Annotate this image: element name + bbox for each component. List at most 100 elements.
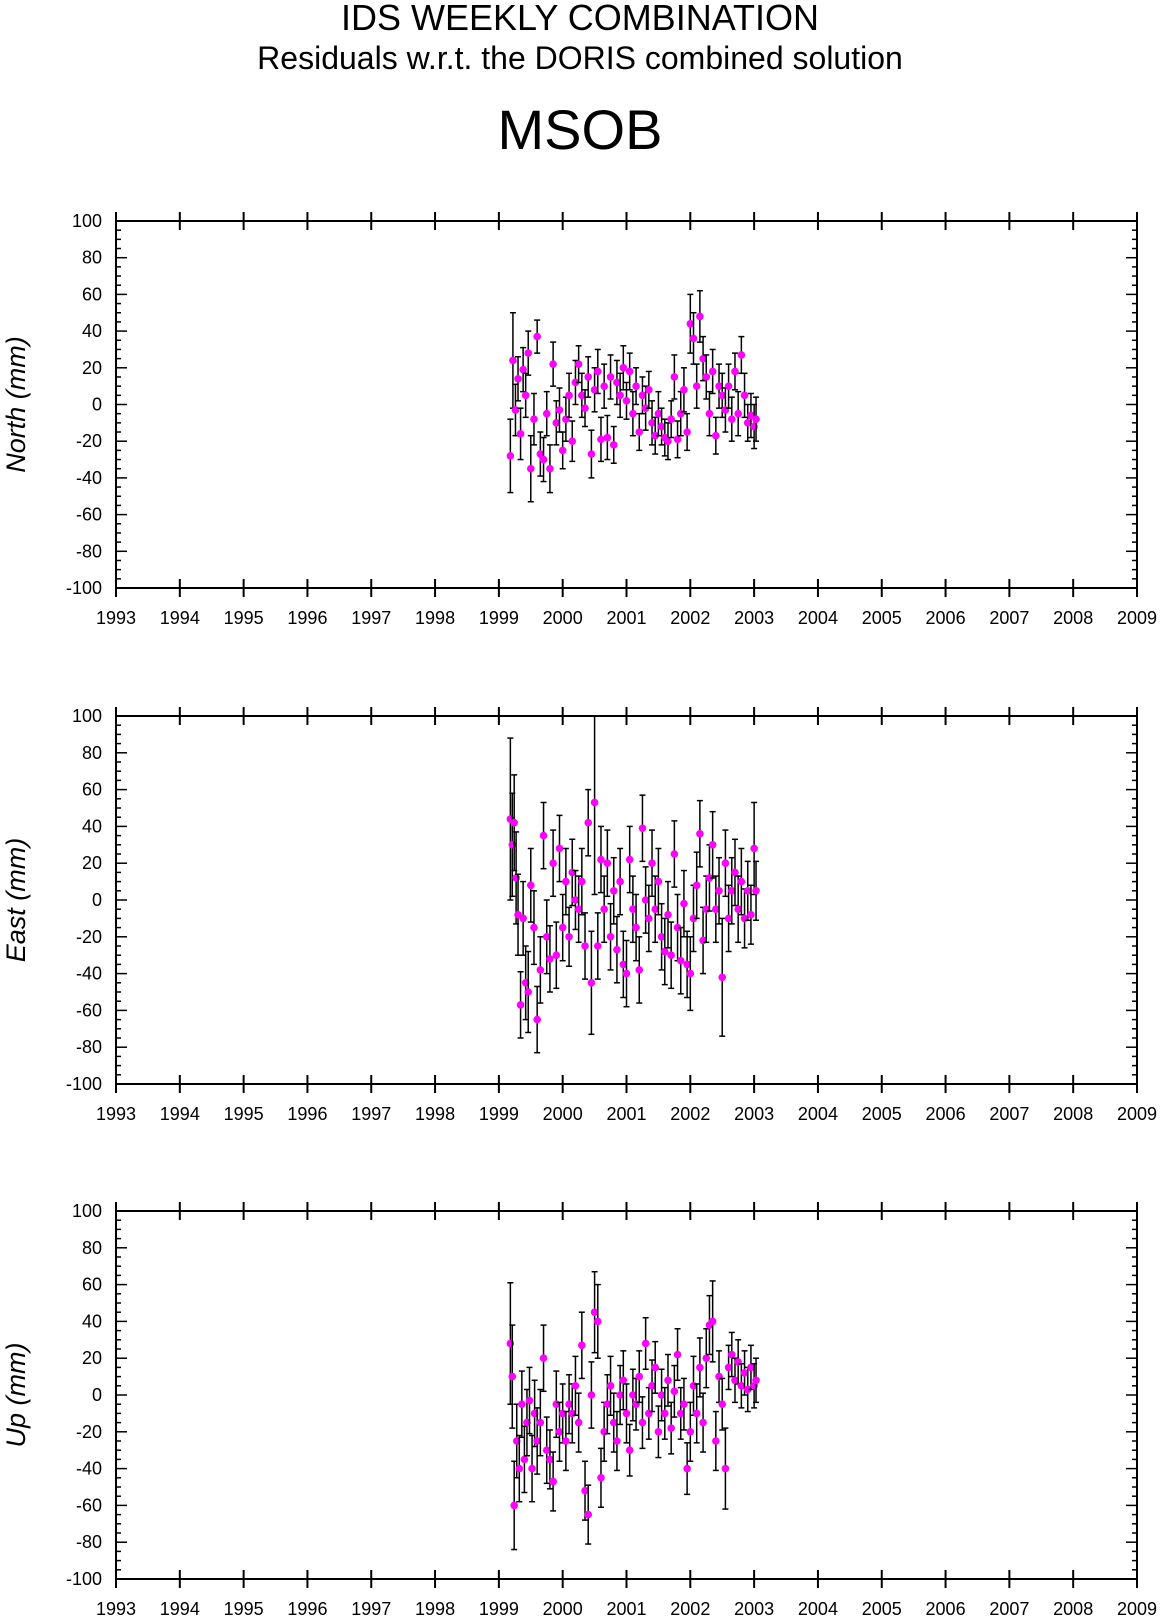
data-point xyxy=(593,1317,602,1326)
data-point xyxy=(552,951,561,959)
data-point xyxy=(581,942,589,950)
data-point xyxy=(619,364,628,372)
data-point xyxy=(629,905,637,913)
data-point xyxy=(712,431,720,440)
data-point xyxy=(638,391,647,400)
data-point xyxy=(747,1363,755,1372)
data-point xyxy=(571,1382,580,1390)
data-point xyxy=(536,1418,545,1427)
data-point xyxy=(555,844,564,853)
data-point xyxy=(584,818,593,827)
data-point xyxy=(657,933,666,941)
y-tick-label: 80 xyxy=(82,248,102,268)
data-point xyxy=(622,1409,631,1418)
y-tick-label: -80 xyxy=(76,541,102,561)
data-point xyxy=(520,1455,529,1464)
x-tick-label: 1999 xyxy=(479,1599,519,1619)
x-tick-label: 2003 xyxy=(734,1104,774,1124)
x-tick-label: 1997 xyxy=(351,608,391,628)
data-point xyxy=(727,1350,736,1359)
data-point xyxy=(683,1464,691,1473)
data-point xyxy=(616,391,624,400)
data-point xyxy=(731,1376,739,1385)
data-point xyxy=(718,1400,727,1408)
y-tick-label: 60 xyxy=(82,780,102,800)
data-point xyxy=(593,367,602,376)
x-tick-label: 2001 xyxy=(606,1104,646,1124)
data-point xyxy=(578,1341,586,1350)
data-point xyxy=(521,391,530,400)
data-point xyxy=(747,910,755,919)
y-tick-label: -40 xyxy=(76,1459,102,1479)
data-point xyxy=(519,914,527,923)
data-point xyxy=(667,1424,675,1432)
x-tick-label: 1995 xyxy=(224,1104,264,1124)
y-tick-label: -20 xyxy=(76,431,102,451)
data-point xyxy=(590,1308,599,1316)
data-point xyxy=(752,415,760,423)
data-point xyxy=(632,923,640,932)
data-point xyxy=(568,437,577,446)
y-tick-label: -20 xyxy=(76,1422,102,1442)
data-point xyxy=(734,409,742,418)
data-point xyxy=(530,415,538,423)
x-tick-label: 2009 xyxy=(1117,1104,1157,1124)
data-point xyxy=(740,391,749,400)
data-point xyxy=(715,887,723,895)
y-tick-label: 80 xyxy=(82,1238,102,1258)
data-point xyxy=(737,1382,746,1390)
data-point xyxy=(622,969,631,978)
data-point xyxy=(664,1376,672,1385)
x-tick-label: 2002 xyxy=(670,608,710,628)
data-point xyxy=(645,386,653,394)
y-tick-label: -40 xyxy=(76,964,102,984)
x-tick-label: 1998 xyxy=(415,1599,455,1619)
x-tick-label: 2004 xyxy=(798,1104,838,1124)
data-point xyxy=(638,1418,647,1427)
data-point xyxy=(590,386,599,394)
data-point xyxy=(526,464,535,473)
data-point xyxy=(558,446,567,455)
page-title: IDS WEEKLY COMBINATION xyxy=(340,0,820,38)
data-point xyxy=(508,1372,517,1381)
x-tick-label: 1994 xyxy=(160,608,200,628)
data-point xyxy=(514,375,522,383)
data-point xyxy=(552,419,561,427)
y-tick-label: 0 xyxy=(92,395,102,415)
data-point xyxy=(511,406,520,414)
data-point xyxy=(510,1501,518,1510)
data-point xyxy=(542,409,551,418)
data-point xyxy=(600,382,608,390)
x-tick-label: 1995 xyxy=(224,608,264,628)
x-tick-label: 2006 xyxy=(926,608,966,628)
data-point xyxy=(562,1437,570,1445)
data-point xyxy=(581,404,589,412)
data-point xyxy=(530,923,538,932)
data-point xyxy=(651,431,660,440)
x-tick-label: 2009 xyxy=(1117,1599,1157,1619)
x-tick-label: 2002 xyxy=(670,1599,710,1619)
y-tick-label: -80 xyxy=(76,1532,102,1552)
x-tick-label: 1999 xyxy=(479,608,519,628)
data-point xyxy=(657,1391,666,1399)
data-point xyxy=(712,1437,720,1445)
x-tick-label: 1994 xyxy=(160,1104,200,1124)
data-point xyxy=(673,435,682,444)
x-tick-label: 2004 xyxy=(798,608,838,628)
data-point xyxy=(743,887,752,895)
y-axis-label: North (mm) xyxy=(1,336,31,473)
data-point xyxy=(613,945,621,954)
data-point xyxy=(727,887,736,895)
data-point xyxy=(676,956,685,965)
data-point xyxy=(603,433,612,442)
x-tick-label: 1997 xyxy=(351,1599,391,1619)
data-point xyxy=(676,1409,685,1418)
y-tick-label: -80 xyxy=(76,1037,102,1057)
data-point xyxy=(606,373,615,381)
data-point xyxy=(689,334,698,343)
data-point xyxy=(542,933,551,941)
data-point xyxy=(657,422,666,431)
data-point xyxy=(712,905,720,913)
x-tick-label: 2003 xyxy=(734,1599,774,1619)
x-tick-label: 1998 xyxy=(415,608,455,628)
